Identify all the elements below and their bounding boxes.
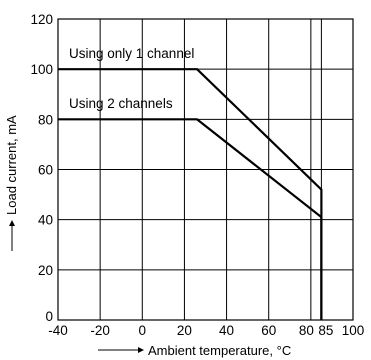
y-tick-label: 80 — [38, 112, 53, 127]
x-axis-label-group: Ambient temperature, °C — [98, 343, 291, 358]
series-group — [58, 68, 323, 320]
y-axis-arrow-head — [9, 220, 15, 226]
x-tick-label: 80 — [299, 323, 314, 338]
tick-labels: -40 -20 0 20 40 60 80 85 100 0 20 40 60 80 100 120 — [30, 12, 364, 338]
x-tick-label: 40 — [219, 323, 234, 338]
x-axis-arrow-head — [138, 347, 144, 353]
x-tick-label: 60 — [261, 323, 276, 338]
grid — [58, 19, 353, 320]
series-label-two-channels: Using 2 channels — [69, 96, 173, 111]
series-label-one-channel: Using only 1 channel — [69, 46, 194, 61]
y-tick-label: 40 — [38, 213, 53, 228]
y-tick-label: 20 — [38, 263, 53, 278]
series-line-two-channels — [58, 118, 323, 320]
y-axis-label-group: Load current, mA — [4, 115, 19, 251]
x-tick-label: 100 — [342, 323, 365, 338]
y-axis-label: Load current, mA — [4, 115, 19, 215]
y-tick-label: 120 — [30, 12, 53, 27]
x-tick-label: 20 — [177, 323, 192, 338]
x-tick-label: 85 — [318, 323, 333, 338]
x-tick-label: -40 — [48, 323, 68, 338]
y-tick-label: 60 — [38, 163, 53, 178]
y-tick-label: 100 — [30, 62, 53, 77]
x-tick-label: -20 — [90, 323, 110, 338]
x-tick-label: 0 — [139, 323, 147, 338]
y-tick-label: 0 — [45, 309, 53, 324]
plot-frame — [57, 18, 354, 321]
x-axis-label: Ambient temperature, °C — [148, 343, 291, 358]
